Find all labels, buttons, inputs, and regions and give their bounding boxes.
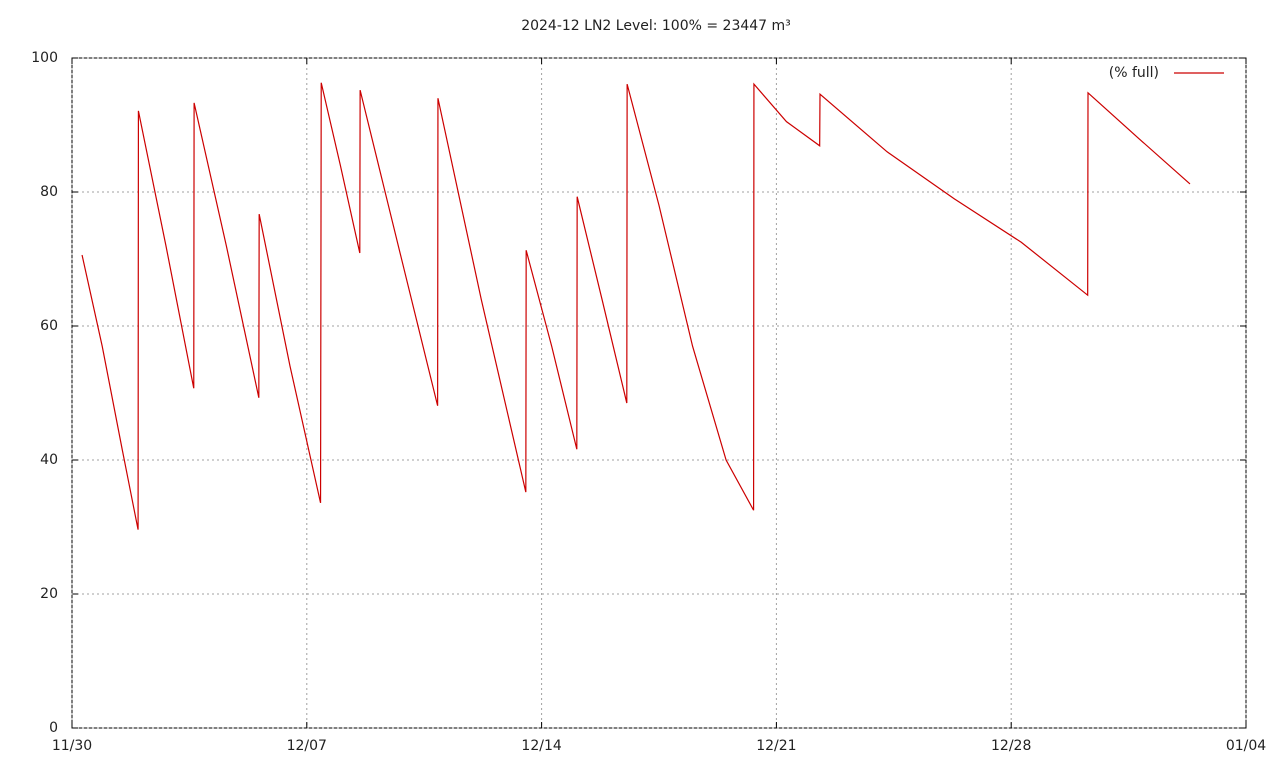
data-line <box>81 82 1191 530</box>
x-tick-label: 12/28 <box>991 738 1031 754</box>
y-tick-label: 40 <box>40 452 58 468</box>
plot-frame <box>71 57 1247 729</box>
x-tick-label: 12/14 <box>521 738 561 754</box>
y-tick-label: 60 <box>40 318 58 334</box>
chart-title: 2024-12 LN2 Level: 100% = 23447 m³ <box>521 18 791 34</box>
y-tick-label: 20 <box>40 586 58 602</box>
y-tick-label: 80 <box>40 184 58 200</box>
x-tick-label: 01/04 <box>1226 738 1266 754</box>
y-tick-label: 100 <box>31 50 58 66</box>
y-tick-label: 0 <box>49 720 58 736</box>
x-tick-label: 12/21 <box>756 738 796 754</box>
x-tick-label: 12/07 <box>287 738 327 754</box>
x-tick-label: 11/30 <box>52 738 92 754</box>
legend-label: (% full) <box>1109 65 1159 81</box>
